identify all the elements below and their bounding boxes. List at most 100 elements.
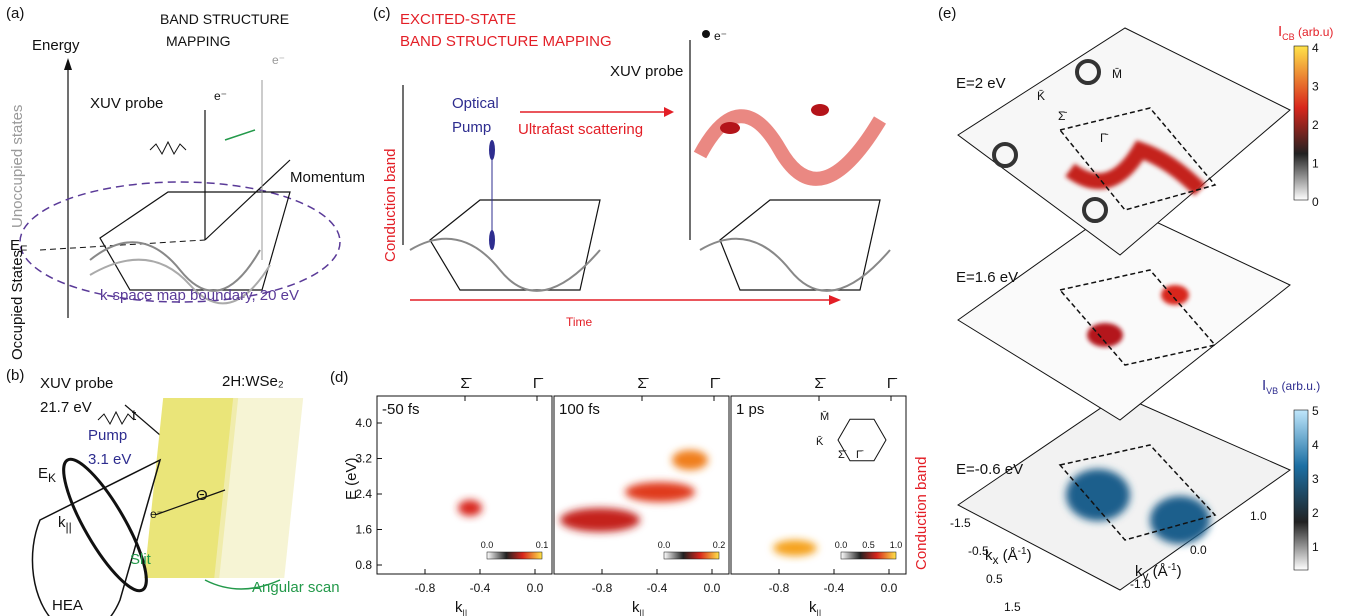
arrow [664,107,674,117]
x-tick-label: 0.0 [704,581,721,595]
colorbar-tick-label: 0 [1312,195,1319,209]
map-frame [731,396,906,574]
panel-e: (e) K̄ M̄ Σ̄ Γ̄ ICB (arb.u) IVB (arb.u.)… [938,5,1333,614]
map-plane [958,28,1290,255]
label: (arb.u) [1295,25,1334,39]
top-tick-label: Σ̄ [637,375,648,392]
cb-pocket [1087,323,1123,347]
excitation [489,140,495,160]
colorbar-tick-label: 0.1 [536,540,549,550]
label: XUV probe [40,375,113,392]
time-label: 100 fs [559,401,600,418]
brillouin-zone [430,200,600,290]
y-tick-label: 1.0 [1250,509,1267,523]
sample-crystal [144,398,303,578]
top-tick-label: Γ̄ [710,375,720,392]
label: || [66,520,72,534]
colorbar [1294,410,1308,570]
panel-label: (b) [6,367,24,384]
fermi-line [40,240,205,250]
title: MAPPING [166,33,231,49]
x-tick-label: 0.5 [986,572,1003,586]
intensity [773,540,817,556]
colorbar [487,552,542,559]
colorbar-tick-label: 1 [1312,540,1319,554]
colorbar-tick-label: 3 [1312,472,1319,486]
label: E [10,237,20,254]
label: M̄ [1112,67,1122,81]
electron [702,30,710,38]
colorbar-tick-label: 5 [1312,404,1319,418]
colorbar-tick-label: 2 [1312,118,1319,132]
label: Ultrafast scattering [518,121,643,138]
xuv-wave [150,142,186,154]
axis-label: Momentum [290,169,365,186]
label: (arb.u.) [1278,379,1320,393]
intensity [458,500,482,516]
axis-label: Conduction band [913,457,930,570]
label: || [640,608,645,616]
label: e⁻ [272,53,285,67]
axis [205,160,290,240]
excitation [489,230,495,250]
x-axis-label: k|| [809,599,821,616]
x-tick-label: -0.8 [592,581,613,595]
intensity [625,482,695,502]
colorbar-tick-label: 4 [1312,438,1319,452]
y-tick-label: 0.8 [355,558,372,572]
panel-label: (a) [6,5,24,22]
label: Time [566,315,593,329]
label: Pump [88,427,127,444]
label: F [20,243,27,257]
panel-label: (c) [373,5,391,22]
label: t [132,407,137,424]
x-axis-label: k|| [632,599,644,616]
axis-label: kx (Å-1) [985,546,1032,567]
label: Θ [196,487,208,504]
label: HEA [52,597,83,614]
colorbar [841,552,896,559]
panel-d: (d) E (eV) Conduction band -50 fsΣ̄Γ̄-0.… [330,369,930,616]
y-tick-label: 3.2 [355,452,372,466]
y-tick-label: 4.0 [355,416,372,430]
delay-arrow [125,405,160,435]
panel-b: (b) XUV probe 21.7 eV t Pump 3.1 eV 2H:W… [6,367,340,616]
panel-label: (d) [330,369,348,386]
colorbar-tick-label: 0.2 [713,540,726,550]
map-frame [377,396,552,574]
arrow [829,295,841,305]
axis-label: Energy [32,37,80,54]
band [410,239,600,291]
colorbar-tick-label: 1 [1312,157,1319,171]
panel-label: (e) [938,5,956,22]
label: Pump [452,119,491,136]
axis-label: Unoccupied states [9,105,26,228]
title: EXCITED-STATE [400,11,516,28]
x-tick-label: -0.4 [647,581,668,595]
title: BAND STRUCTURE [160,11,289,27]
label: || [817,608,822,616]
time-label: 1 ps [736,401,764,418]
colorbar-label: IVB (arb.u.) [1262,377,1320,396]
top-tick-label: Σ̄ [460,375,471,392]
x-tick-label: 0.0 [881,581,898,595]
x-tick-label: -0.8 [415,581,436,595]
label: e⁻ [714,29,727,43]
colorbar-tick-label: 2 [1312,506,1319,520]
electron-pocket [811,104,829,116]
time-label: -50 fs [382,401,420,418]
x-tick-label: -0.4 [824,581,845,595]
top-tick-label: Γ̄ [887,375,897,392]
label: (Å [999,547,1018,564]
colorbar [1294,46,1308,200]
panel-a: (a) BAND STRUCTURE MAPPING Energy XUV pr… [6,5,365,360]
label: VB [1266,386,1278,396]
top-tick-label: Σ̄ [814,375,825,392]
axis-label: Conduction band [382,149,399,262]
brillouin-zone [720,200,880,290]
band [90,242,260,291]
colorbar-tick-label: 3 [1312,80,1319,94]
label: 2H:WSe₂ [222,373,284,390]
x-axis-label: k|| [455,599,467,616]
y-tick-label: -1.0 [1130,577,1151,591]
